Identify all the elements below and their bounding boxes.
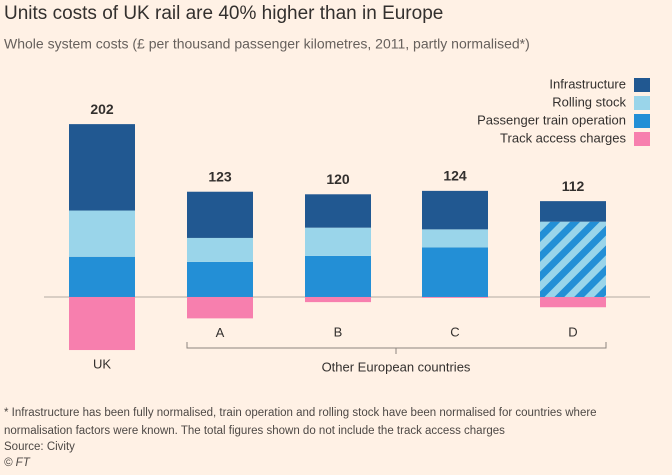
footnote: normalisation factors were known. The to… xyxy=(4,425,505,437)
legend-swatch xyxy=(634,96,650,110)
bar-segment xyxy=(422,296,488,298)
bar-segment xyxy=(422,229,488,248)
bar-segment xyxy=(540,221,606,297)
bar-segment xyxy=(540,201,606,222)
bar-segment xyxy=(69,210,135,257)
legend-swatch xyxy=(634,114,650,128)
bar-segment xyxy=(540,296,606,308)
chart-title: Units costs of UK rail are 40% higher th… xyxy=(4,3,443,24)
bar-segment xyxy=(187,237,253,262)
chart-subtitle: Whole system costs (£ per thousand passe… xyxy=(4,36,530,52)
total-label: 124 xyxy=(443,168,467,184)
total-label: 202 xyxy=(90,101,114,117)
total-label: 112 xyxy=(562,178,585,194)
footnote: * Infrastructure has been fully normalis… xyxy=(4,407,597,419)
legend-label: Rolling stock xyxy=(552,94,626,109)
x-tick-label: UK xyxy=(93,356,111,371)
bar-segment xyxy=(422,247,488,297)
bar-segment xyxy=(69,296,135,351)
bar-segment xyxy=(422,190,488,230)
x-tick-label: A xyxy=(216,325,225,340)
legend-label: Passenger train operation xyxy=(477,112,626,127)
bar-segment xyxy=(305,194,371,228)
bar-segment xyxy=(187,296,253,319)
group-label: Other European countries xyxy=(322,359,471,374)
x-tick-label: B xyxy=(334,324,343,339)
bar-segment xyxy=(69,124,135,211)
x-tick-label: D xyxy=(568,324,577,339)
bar-segment xyxy=(187,261,253,297)
source: Source: Civity xyxy=(4,441,75,453)
total-label: 120 xyxy=(326,171,350,187)
bar-segment xyxy=(305,227,371,256)
total-label: 123 xyxy=(208,168,232,184)
group-bracket xyxy=(186,342,607,354)
bar-segment xyxy=(305,255,371,297)
legend-swatch xyxy=(634,132,650,146)
legend-label: Infrastructure xyxy=(549,76,626,91)
legend-label: Track access charges xyxy=(500,130,626,145)
bar-segment xyxy=(305,296,371,303)
credit: © FT xyxy=(4,457,31,469)
bar-segment xyxy=(69,256,135,297)
bar-segment xyxy=(187,191,253,238)
x-tick-label: C xyxy=(450,324,459,339)
legend-swatch xyxy=(634,78,650,92)
